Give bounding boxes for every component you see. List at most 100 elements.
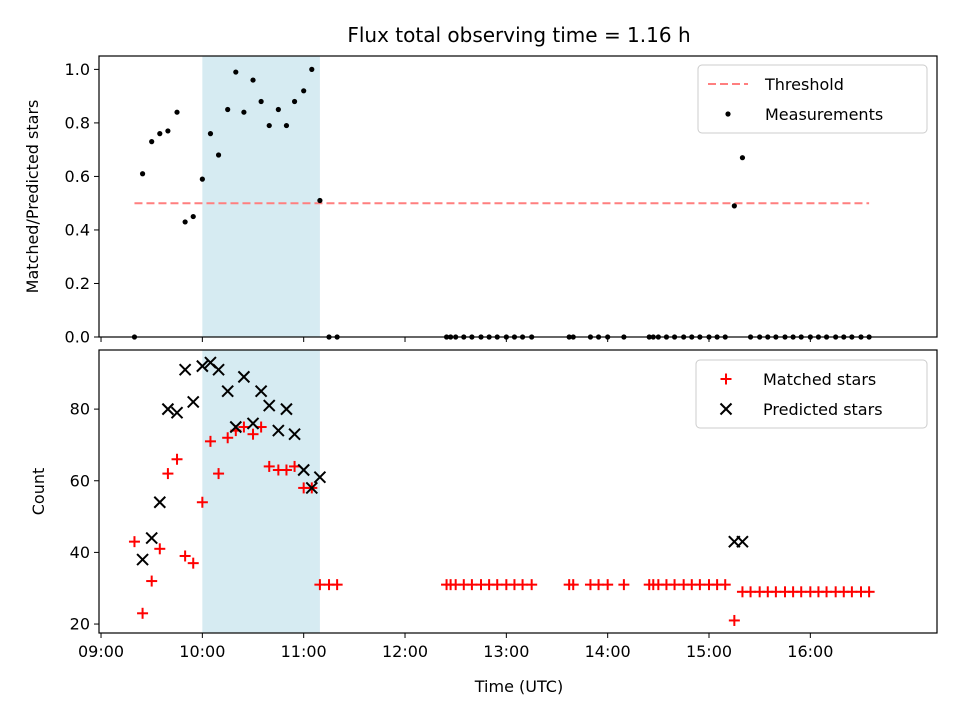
legend-predicted-swatch: [719, 402, 733, 416]
count-x-ticks: 09:00 10:00 11:00 12:00 13:00 14:00 15:00 16:00: [78, 633, 833, 661]
ratio-y-axis-title: Matched/Predicted stars: [23, 100, 42, 294]
predicted-star-point: [263, 399, 276, 412]
y-tick-label: 0.0: [65, 328, 90, 347]
x-tick-label: 10:00: [179, 642, 225, 661]
matched-star-point: [238, 421, 250, 433]
measurement-point: [258, 98, 264, 105]
measurement-point: [207, 131, 214, 137]
predicted-star-point: [170, 406, 184, 419]
matched-star-point: [213, 468, 225, 480]
predicted-star-point: [196, 359, 209, 373]
matched-star-point: [263, 460, 275, 472]
predicted-star-point: [280, 402, 293, 416]
x-tick-label: 13:00: [483, 642, 529, 661]
predicted-star-point: [736, 535, 749, 548]
matched-star-point: [146, 575, 158, 587]
matched-star-point: [602, 579, 614, 591]
ratio-x-ticks: [100, 337, 811, 342]
observing-window-span: [202, 350, 320, 633]
y-tick-label: 1.0: [65, 60, 90, 79]
measurement-point: [291, 98, 298, 105]
predicted-star-point: [187, 395, 200, 409]
ratio-panel: 0.0 0.2 0.4 0.6 0.8 1.0 Matched/Predicted sta…: [23, 55, 938, 347]
matched-star-point: [154, 543, 166, 555]
measurement-point: [149, 139, 155, 145]
matched-star-point: [280, 464, 292, 476]
measurement-point: [301, 88, 307, 94]
ratio-legend-box: [697, 64, 928, 134]
y-tick-label: 20: [70, 615, 90, 634]
ratio-legend: Threshold Measurements: [697, 64, 928, 134]
matched-star-point: [222, 432, 234, 444]
matched-star-point: [171, 453, 183, 465]
matched-star-point: [128, 536, 140, 548]
legend-measurements-swatch: [725, 111, 731, 117]
ratio-plot-frame: [98, 55, 938, 338]
count-legend: Matched stars Predicted stars: [695, 359, 928, 429]
predicted-star-point: [272, 424, 285, 437]
predicted-star-point: [246, 417, 260, 430]
legend-matched-label: Matched stars: [763, 370, 876, 389]
measurement-point: [283, 122, 290, 129]
matched-star-point: [247, 428, 259, 440]
measurement-point: [739, 155, 746, 161]
matched-star-point: [863, 586, 875, 598]
predicted-star-point: [161, 402, 175, 416]
count-panel: 20 40 60 80 09:00 10:00 11:00 12:00 13:00 14:00 1…: [29, 349, 938, 661]
y-tick-label: 60: [70, 471, 90, 490]
matched-star-point: [331, 579, 343, 591]
matched-star-point: [137, 607, 149, 619]
x-tick-label: 12:00: [382, 642, 428, 661]
legend-plus-mark: [720, 373, 732, 385]
predicted-star-point: [178, 363, 192, 376]
matched-star-point: [196, 496, 208, 508]
measurement-point: [233, 69, 239, 75]
measurement-point: [309, 66, 315, 72]
predicted-star-point: [136, 553, 149, 566]
predicted-star-point: [297, 463, 310, 477]
measurement-point: [266, 122, 272, 129]
matched-star-point: [719, 579, 731, 591]
count-plot-frame: [98, 349, 938, 634]
measurement-point: [182, 219, 188, 225]
measurement-point: [190, 213, 196, 220]
chart-title: Flux total observing time = 1.16 h: [347, 23, 690, 47]
predicted-star-point: [229, 420, 243, 434]
predicted-star-point: [237, 370, 251, 384]
matched-star-point: [204, 435, 216, 447]
y-tick-label: 0.4: [65, 220, 90, 239]
matched-star-points: [128, 421, 875, 626]
count-y-ticks: 20 40 60 80: [70, 400, 99, 634]
matched-star-point: [567, 579, 579, 591]
y-tick-label: 80: [70, 400, 90, 419]
predicted-star-point: [212, 363, 225, 376]
matched-star-point: [526, 579, 538, 591]
predicted-star-point: [305, 481, 319, 495]
ratio-y-ticks: 0.0 0.2 0.4 0.6 0.8 1.0: [65, 60, 99, 347]
legend-matched-swatch: [720, 373, 732, 385]
count-y-axis-title: Count: [29, 468, 48, 516]
matched-star-point: [618, 579, 630, 591]
matched-star-point: [187, 557, 199, 569]
observing-window-span: [202, 56, 320, 337]
predicted-star-point: [153, 496, 167, 509]
predicted-star-point: [254, 384, 268, 398]
count-legend-box: [695, 359, 928, 429]
measurement-point: [241, 109, 247, 115]
y-tick-label: 0.6: [65, 167, 90, 186]
predicted-star-point: [288, 427, 301, 441]
legend-predicted-label: Predicted stars: [763, 400, 883, 419]
x-tick-label: 11:00: [281, 642, 327, 661]
predicted-star-point: [221, 384, 234, 398]
measurement-point: [225, 106, 231, 113]
matched-star-point: [179, 550, 191, 562]
y-tick-label: 0.8: [65, 113, 90, 132]
y-tick-label: 0.2: [65, 274, 90, 293]
measurement-point: [139, 171, 146, 177]
measurement-point: [275, 106, 281, 113]
matched-star-point: [728, 614, 740, 626]
measurement-point: [199, 176, 205, 182]
x-axis-title: Time (UTC): [474, 677, 563, 696]
legend-threshold-label: Threshold: [764, 75, 844, 94]
legend-measurements-label: Measurements: [765, 105, 883, 124]
